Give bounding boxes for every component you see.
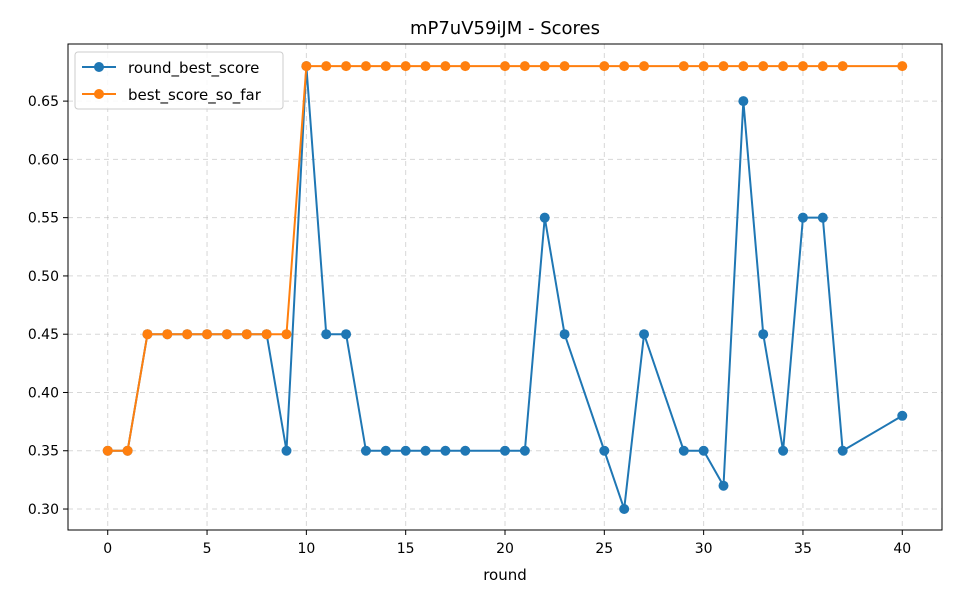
data-point-best-score-so-far bbox=[261, 329, 272, 340]
data-point-best-score-so-far bbox=[639, 61, 650, 72]
data-point-best-score-so-far bbox=[738, 61, 749, 72]
x-tick-label: 25 bbox=[595, 541, 613, 557]
data-point-best-score-so-far bbox=[559, 61, 570, 72]
data-point-best-score-so-far bbox=[778, 61, 789, 72]
data-point-round-best-score bbox=[897, 410, 908, 421]
data-point-best-score-so-far bbox=[420, 61, 431, 72]
data-point-best-score-so-far bbox=[202, 329, 213, 340]
data-point-round-best-score bbox=[281, 445, 292, 456]
data-point-best-score-so-far bbox=[122, 445, 133, 456]
data-point-best-score-so-far bbox=[460, 61, 471, 72]
data-point-round-best-score bbox=[797, 212, 808, 223]
x-tick-label: 20 bbox=[496, 541, 514, 557]
data-point-best-score-so-far bbox=[301, 61, 312, 72]
data-point-best-score-so-far bbox=[321, 61, 332, 72]
y-tick-label: 0.60 bbox=[28, 152, 59, 168]
legend-marker-round-best-score bbox=[94, 62, 104, 72]
y-tick-label: 0.40 bbox=[28, 385, 59, 401]
data-point-best-score-so-far bbox=[500, 61, 510, 72]
data-point-round-best-score bbox=[758, 329, 769, 340]
x-tick-label: 10 bbox=[297, 541, 315, 557]
data-point-round-best-score bbox=[420, 445, 431, 456]
data-point-best-score-so-far bbox=[182, 329, 193, 340]
data-point-round-best-score bbox=[678, 445, 689, 456]
legend: round_best_score best_score_so_far bbox=[74, 51, 284, 110]
data-point-best-score-so-far bbox=[360, 61, 371, 72]
data-point-best-score-so-far bbox=[837, 61, 848, 72]
data-point-round-best-score bbox=[619, 504, 630, 515]
data-point-round-best-score bbox=[321, 329, 332, 340]
x-tick-label: 30 bbox=[695, 541, 713, 557]
y-tick-label: 0.30 bbox=[28, 502, 59, 518]
y-tick-label: 0.65 bbox=[28, 94, 59, 110]
data-point-best-score-so-far bbox=[440, 61, 451, 72]
data-point-best-score-so-far bbox=[241, 329, 252, 340]
data-point-best-score-so-far bbox=[797, 61, 808, 72]
data-point-round-best-score bbox=[360, 445, 371, 456]
data-point-round-best-score bbox=[778, 445, 789, 456]
data-point-best-score-so-far bbox=[380, 61, 391, 72]
y-tick-label: 0.35 bbox=[28, 444, 59, 460]
legend-label-round-best-score: round_best_score bbox=[128, 59, 259, 78]
y-tick-label: 0.50 bbox=[28, 269, 59, 285]
y-tick-label: 0.45 bbox=[28, 327, 59, 343]
data-point-best-score-so-far bbox=[698, 61, 709, 72]
legend-box bbox=[74, 51, 284, 110]
data-point-round-best-score bbox=[500, 445, 510, 456]
data-point-best-score-so-far bbox=[400, 61, 411, 72]
x-tick-label: 0 bbox=[103, 541, 112, 557]
data-point-best-score-so-far bbox=[519, 61, 530, 72]
data-point-best-score-so-far bbox=[718, 61, 729, 72]
series-layer bbox=[102, 61, 908, 515]
y-tick-label: 0.55 bbox=[28, 211, 59, 227]
x-axis: 0 5 10 15 20 25 30 35 40 bbox=[103, 530, 911, 557]
legend-marker-best-score-so-far bbox=[94, 89, 104, 99]
data-point-round-best-score bbox=[519, 445, 530, 456]
data-point-round-best-score bbox=[718, 480, 729, 491]
data-point-round-best-score bbox=[440, 445, 451, 456]
data-point-best-score-so-far bbox=[758, 61, 769, 72]
data-point-best-score-so-far bbox=[539, 61, 550, 72]
data-point-best-score-so-far bbox=[341, 61, 352, 72]
data-point-round-best-score bbox=[599, 445, 610, 456]
x-tick-label: 40 bbox=[893, 541, 911, 557]
data-point-round-best-score bbox=[380, 445, 391, 456]
data-point-round-best-score bbox=[738, 96, 749, 107]
data-point-best-score-so-far bbox=[102, 445, 113, 456]
series-best-score-so-far bbox=[102, 61, 908, 456]
y-axis: 0.30 0.35 0.40 0.45 0.50 0.55 0.60 0.65 bbox=[28, 94, 68, 518]
data-point-best-score-so-far bbox=[619, 61, 630, 72]
data-point-round-best-score bbox=[639, 329, 650, 340]
data-point-round-best-score bbox=[559, 329, 570, 340]
x-tick-label: 5 bbox=[203, 541, 212, 557]
data-point-round-best-score bbox=[539, 212, 550, 223]
data-point-round-best-score bbox=[698, 445, 709, 456]
data-point-round-best-score bbox=[460, 445, 471, 456]
data-point-best-score-so-far bbox=[221, 329, 232, 340]
data-point-round-best-score bbox=[341, 329, 352, 340]
data-point-best-score-so-far bbox=[897, 61, 908, 72]
data-point-best-score-so-far bbox=[599, 61, 610, 72]
x-axis-label: round bbox=[483, 566, 527, 584]
data-point-best-score-so-far bbox=[142, 329, 153, 340]
data-point-best-score-so-far bbox=[162, 329, 173, 340]
data-point-best-score-so-far bbox=[817, 61, 828, 72]
data-point-round-best-score bbox=[837, 445, 848, 456]
data-point-round-best-score bbox=[817, 212, 828, 223]
data-point-best-score-so-far bbox=[281, 329, 292, 340]
data-point-best-score-so-far bbox=[678, 61, 689, 72]
data-point-round-best-score bbox=[400, 445, 411, 456]
legend-label-best-score-so-far: best_score_so_far bbox=[128, 86, 262, 105]
chart-title: mP7uV59iJM - Scores bbox=[410, 18, 600, 39]
x-tick-label: 15 bbox=[397, 541, 415, 557]
x-tick-label: 35 bbox=[794, 541, 812, 557]
